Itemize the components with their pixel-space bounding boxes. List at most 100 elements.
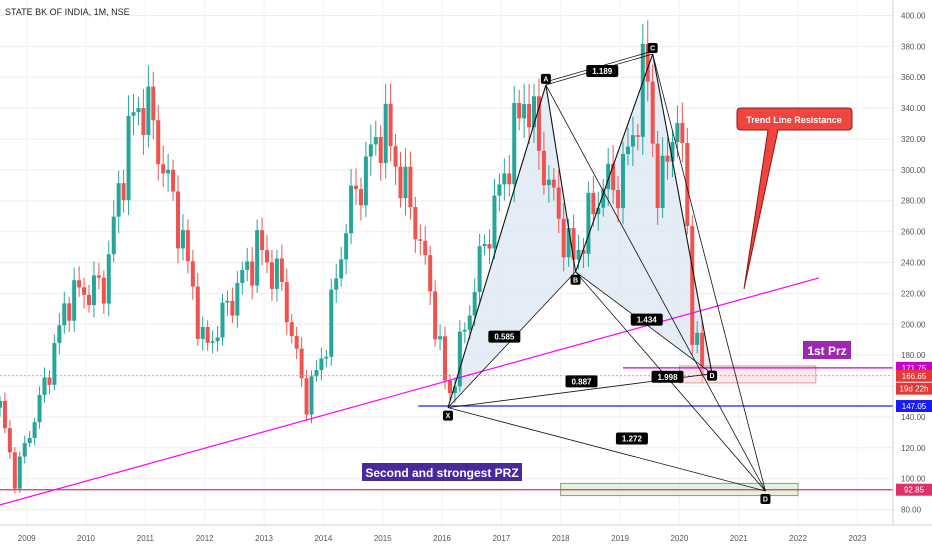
candle-body <box>690 226 695 345</box>
candle-body <box>17 456 22 489</box>
candle-body <box>383 103 388 164</box>
price-tag-label: 166.65 <box>902 372 927 381</box>
candle-body <box>57 325 62 344</box>
ratio-label-bg <box>488 330 521 343</box>
candle-body <box>329 289 334 357</box>
candle-body <box>269 262 274 289</box>
candle-body <box>566 228 571 258</box>
leg-ab <box>545 84 577 272</box>
candle-body <box>700 332 705 375</box>
candle-body <box>616 189 621 209</box>
x-tick-label: 2022 <box>789 534 807 543</box>
price-tag-bg <box>896 382 932 395</box>
candle-body <box>37 394 42 423</box>
point-marker <box>647 43 658 54</box>
candle-body <box>27 437 32 444</box>
candle-body <box>393 146 398 167</box>
ratio-label: 1.998 <box>658 373 679 382</box>
candle-body <box>670 142 675 162</box>
candle-body <box>205 327 210 343</box>
candle-body <box>611 163 616 190</box>
y-tick-label: 380.00 <box>901 42 926 51</box>
candle-body <box>274 258 279 289</box>
candle-body <box>527 104 532 128</box>
y-tick-label: 80.00 <box>901 506 922 515</box>
candle-body <box>373 137 378 145</box>
point-b-label: B <box>573 277 578 284</box>
candle-body <box>284 282 289 323</box>
candle-body <box>121 183 126 201</box>
candle-body <box>294 335 299 349</box>
candle-body <box>136 108 141 113</box>
y-tick-label: 240.00 <box>901 259 926 268</box>
candle-body <box>304 378 309 415</box>
price-tag-label: 147.05 <box>902 402 927 411</box>
candlesticks <box>0 20 705 494</box>
y-tick-label: 260.00 <box>901 228 926 237</box>
x-tick-label: 2011 <box>137 534 155 543</box>
candle-body <box>141 108 146 135</box>
candle-body <box>418 239 423 241</box>
point-marker <box>570 274 581 285</box>
y-tick-label: 400.00 <box>901 11 926 20</box>
candle-body <box>67 303 72 321</box>
bcd-triangle <box>575 54 713 374</box>
candle-body <box>106 254 111 304</box>
candle-body <box>87 294 92 306</box>
candle-body <box>77 280 82 288</box>
candle-body <box>680 122 685 144</box>
candle-body <box>452 386 457 394</box>
candle-body <box>532 96 537 128</box>
candle-body <box>42 377 47 395</box>
candle-body <box>131 112 136 116</box>
ratio-label: 0.585 <box>494 333 515 342</box>
candle-body <box>344 233 349 260</box>
candle-body <box>630 135 635 147</box>
candle-body <box>215 337 220 342</box>
trendline <box>0 277 819 506</box>
candle-body <box>52 343 57 385</box>
candle-body <box>457 331 462 387</box>
ratio-label-bg <box>630 313 663 326</box>
second-prz-label: Second and strongest PRZ <box>365 466 518 480</box>
leg-cd <box>652 53 713 374</box>
candle-body <box>151 86 156 121</box>
candle-body <box>586 192 591 254</box>
candle-body <box>166 169 171 174</box>
ratio-label: 1.434 <box>637 316 658 325</box>
candle-body <box>7 428 12 453</box>
x-tick-label: 2010 <box>77 534 95 543</box>
candle-body <box>477 246 482 292</box>
candle-body <box>512 103 517 185</box>
candle-body <box>492 195 497 249</box>
x-tick-label: 2019 <box>611 534 629 543</box>
candle-body <box>621 153 626 209</box>
candle-body <box>378 137 383 164</box>
candle-body <box>279 258 284 283</box>
price-tag-bg <box>896 400 932 413</box>
x-tick-label: 2009 <box>18 534 36 543</box>
chart-title: STATE BK OF INDIA, 1M, NSE <box>5 7 130 17</box>
candle-body <box>265 250 270 263</box>
candle-body <box>245 261 250 270</box>
candle-body <box>368 144 373 157</box>
ratio-label-bg <box>586 65 619 78</box>
candle-body <box>225 300 230 303</box>
ratio-label: 1.272 <box>622 435 643 444</box>
x-tick-label: 2020 <box>670 534 688 543</box>
first-prz-label: 1st Prz <box>807 344 846 358</box>
leg-x-d2 <box>447 407 766 492</box>
candle-body <box>487 243 492 249</box>
y-tick-label: 300.00 <box>901 166 926 175</box>
candle-body <box>255 230 260 286</box>
x-tick-label: 2016 <box>433 534 451 543</box>
point-c-label: C <box>650 46 655 53</box>
candle-body <box>190 261 195 287</box>
candle-body <box>546 179 551 186</box>
candle-body <box>428 255 433 292</box>
candle-body <box>47 377 52 385</box>
candle-body <box>235 282 240 316</box>
candle-body <box>171 169 176 192</box>
trend-line-resistance-callout: Trend Line Resistance <box>736 107 853 290</box>
